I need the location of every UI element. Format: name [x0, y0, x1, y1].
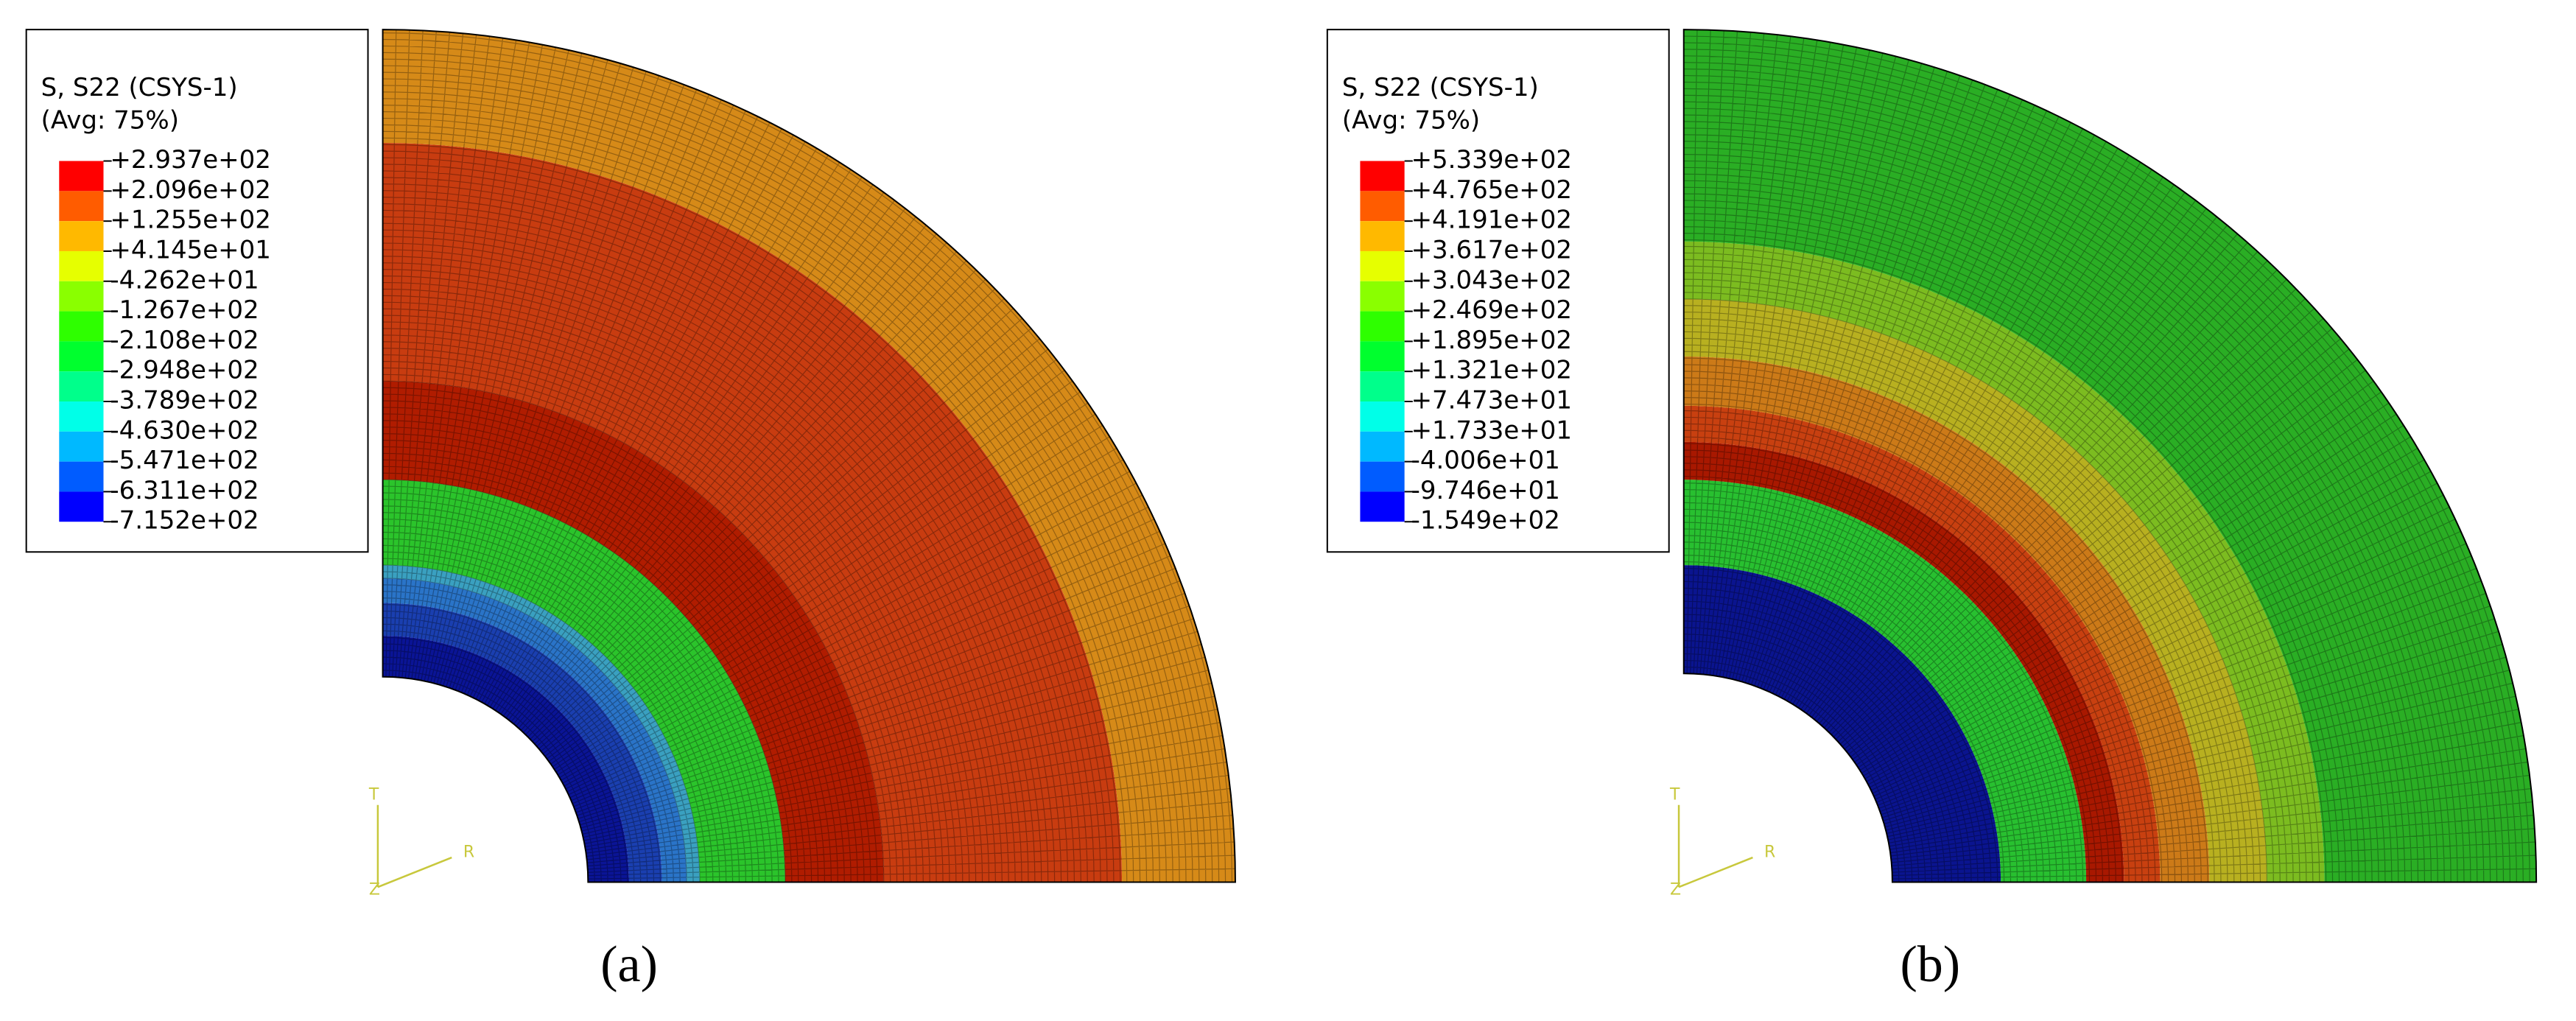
legend-label: -4.006e+01: [1411, 446, 1560, 475]
legend-title: S, S22 (CSYS-1): [41, 73, 238, 102]
legend-swatch: [1360, 401, 1405, 432]
legend-swatch: [59, 491, 104, 522]
contour-band: [1683, 441, 2124, 883]
legend-swatch: [1360, 281, 1405, 312]
contour-band: [1683, 298, 2267, 883]
contour-band: [382, 381, 884, 883]
legend-label: +4.191e+02: [1411, 206, 1572, 235]
legend-label: +3.043e+02: [1411, 265, 1572, 295]
legend-label: -2.108e+02: [110, 326, 259, 355]
contour-band: [1683, 29, 2537, 883]
triad-axes: [1677, 804, 1753, 888]
legend-label: +2.469e+02: [1411, 295, 1572, 325]
legend-swatch: [59, 341, 104, 372]
legend-swatch: [1360, 461, 1405, 492]
legend-swatch: [1360, 341, 1405, 372]
legend-label: +1.733e+01: [1411, 415, 1572, 445]
legend-label: +4.765e+02: [1411, 175, 1572, 205]
legend-label: +1.255e+02: [110, 206, 271, 235]
legend-label: -7.152e+02: [110, 506, 259, 536]
contour-band: [382, 143, 1123, 883]
panel: S, S22 (CSYS-1) (Avg: 75%) +2.937e+02+2.09…: [25, 29, 1236, 993]
legend-swatch: [1360, 371, 1405, 402]
legend-label: -1.267e+02: [110, 295, 259, 325]
legend-label: -2.948e+02: [110, 356, 259, 385]
legend-label: -4.262e+01: [110, 265, 259, 295]
legend-title: S, S22 (CSYS-1): [1342, 73, 1539, 102]
legend-label: +4.145e+01: [110, 235, 271, 264]
legend-swatch: [59, 161, 104, 192]
legend-swatch: [1360, 311, 1405, 342]
legend-swatch: [59, 371, 104, 402]
outline: [382, 29, 1236, 883]
legend-label: -3.789e+02: [110, 386, 259, 415]
triad-r: R: [463, 843, 474, 861]
legend-label: -1.549e+02: [1411, 506, 1560, 536]
legend-swatch: [1360, 250, 1405, 281]
legend-label: +5.339e+02: [1411, 145, 1572, 175]
legend-label: +2.096e+02: [110, 175, 271, 205]
caption: (a): [600, 936, 658, 993]
triad-z: Z: [369, 881, 380, 899]
caption: (b): [1900, 936, 1960, 993]
legend-label: +7.473e+01: [1411, 386, 1572, 415]
legend-label: +2.937e+02: [110, 145, 271, 175]
legend-label: -6.311e+02: [110, 476, 259, 505]
legend-label: +3.617e+02: [1411, 235, 1572, 264]
legend-swatch: [59, 431, 104, 462]
panel: S, S22 (CSYS-1) (Avg: 75%) +5.339e+02+4.76…: [1326, 29, 2538, 993]
legend-label: -5.471e+02: [110, 446, 259, 475]
contour-band: [382, 29, 1235, 883]
legend-swatch: [1360, 431, 1405, 462]
legend-swatch: [59, 281, 104, 312]
legend-label: -9.746e+01: [1411, 476, 1560, 505]
legend-swatch: [59, 461, 104, 492]
contour-band: [1683, 480, 2087, 883]
contour-band: [382, 603, 662, 883]
legend-label: +1.895e+02: [1411, 326, 1572, 355]
legend-subtitle: (Avg: 75%): [41, 106, 179, 136]
legend-swatch: [1360, 491, 1405, 522]
legend-swatch: [1360, 161, 1405, 192]
legend-swatch: [1360, 191, 1405, 222]
contour-band: [1683, 241, 2325, 883]
contour-band: [1683, 565, 2001, 883]
legend-subtitle: (Avg: 75%): [1342, 106, 1480, 136]
triad-r: R: [1764, 843, 1775, 861]
triad-axes: [376, 804, 452, 888]
legend-swatch: [59, 221, 104, 251]
legend-swatch: [59, 250, 104, 281]
contour-band: [1683, 356, 2210, 883]
legend-swatch: [1360, 221, 1405, 251]
outline: [1682, 29, 2538, 883]
legend-swatch: [59, 191, 104, 222]
legend-label: -4.630e+02: [110, 415, 259, 445]
contour-band: [382, 578, 687, 883]
legend-swatch: [59, 401, 104, 432]
triad-z: Z: [1670, 881, 1681, 899]
legend-swatch: [59, 311, 104, 342]
contour-band: [382, 480, 785, 883]
triad-t: T: [368, 785, 379, 804]
contour-band: [382, 636, 630, 883]
triad-t: T: [1669, 785, 1680, 804]
legend-label: +1.321e+02: [1411, 356, 1572, 385]
contour-band: [1683, 405, 2161, 883]
